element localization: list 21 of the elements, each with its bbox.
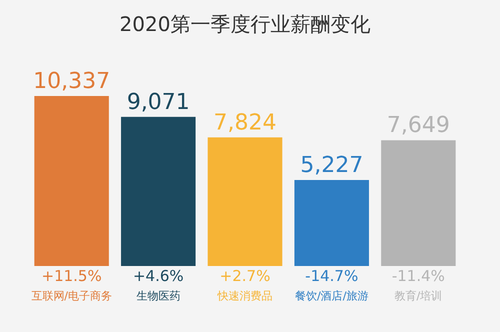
data-label: 5,227 — [300, 153, 364, 178]
data-label: 7,824 — [214, 110, 276, 136]
bar — [34, 96, 109, 266]
x-tick-label: 餐饮/酒店/旅游 — [294, 290, 368, 302]
data-label: 10,337 — [33, 69, 110, 94]
text: -14.7% — [305, 267, 358, 285]
bar — [294, 180, 369, 266]
bar — [208, 137, 282, 266]
x-tick-label: 生物医药 — [136, 290, 180, 302]
text: +2.7% — [220, 267, 270, 285]
x-tick-label: 快速消费品 — [216, 290, 272, 302]
x-tick-label: 教育/培训 — [394, 290, 442, 302]
text: +4.6% — [132, 267, 184, 285]
bar — [121, 116, 196, 266]
x-tick-label: 互联网/电子商务 — [31, 290, 112, 302]
data-label: 9,071 — [126, 90, 190, 115]
chart-title: 2020第一季度行业薪酬变化 — [120, 12, 370, 36]
text: -11.4% — [392, 267, 445, 285]
data-label: 7,649 — [386, 113, 450, 138]
text: +11.5% — [41, 267, 102, 285]
bar — [381, 140, 456, 266]
